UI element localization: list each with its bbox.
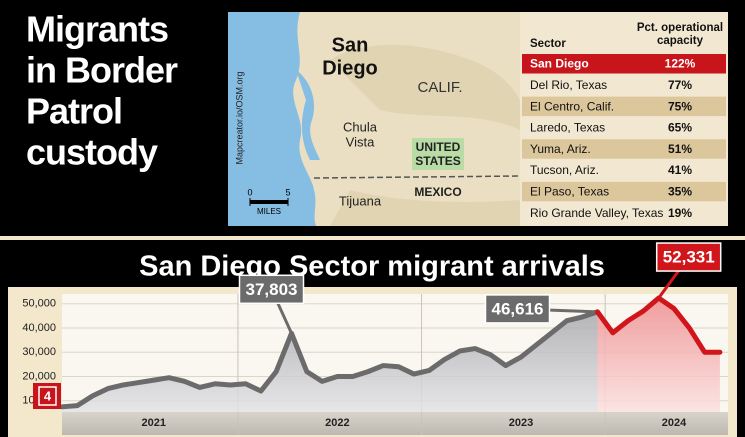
column-header: Pct. operational: [637, 22, 723, 34]
scale-bar: [250, 200, 288, 204]
title-line: Migrants: [26, 9, 168, 50]
map-label: Tijuana: [339, 193, 382, 208]
y-tick-label: 40,000: [22, 322, 56, 334]
callout-box: [484, 294, 551, 324]
table-row: [522, 181, 726, 202]
table-cell: San Diego: [530, 57, 589, 71]
scale-tick-label: 0: [247, 187, 252, 197]
map-label: UNITED: [416, 140, 461, 154]
map-terrain: [330, 190, 520, 226]
value-label: 52,331: [663, 248, 715, 267]
badge-inner: [38, 386, 57, 406]
column-header: capacity: [657, 35, 704, 47]
table-row: [522, 75, 726, 95]
table-row: [522, 117, 726, 138]
badge-label: 4: [44, 388, 52, 403]
map-bay: [296, 70, 320, 160]
table-row: [522, 139, 726, 159]
x-tick-label: 2021: [142, 417, 166, 429]
value-label: 46,616: [492, 299, 544, 318]
map-label: Diego: [322, 57, 378, 79]
border-line: [313, 175, 523, 179]
table-cell: El Centro, Calif.: [530, 99, 614, 113]
table-row: [522, 160, 726, 180]
x-tick-label: 2023: [509, 417, 533, 429]
map-terrain: [330, 45, 520, 130]
map-label: Vista: [346, 134, 375, 149]
callout-box: [238, 274, 305, 305]
table-cell: 122%: [665, 57, 696, 71]
table-cell: Yuma, Ariz.: [530, 142, 591, 156]
y-tick-label: 20,000: [22, 370, 56, 382]
map-label: MEXICO: [414, 185, 461, 199]
map-label: CALIF.: [417, 79, 462, 96]
table-cell: Rio Grande Valley, Texas: [530, 206, 663, 220]
callout-box: [655, 242, 722, 272]
scale-unit: MILES: [257, 207, 281, 216]
scale-tick-label: 5: [285, 187, 290, 197]
table-cell: 77%: [668, 78, 692, 92]
table-cell: 35%: [668, 184, 692, 198]
y-tick-label: 50,000: [22, 298, 56, 310]
table-row: [522, 96, 726, 117]
x-tick-label: 2022: [325, 417, 349, 429]
area: [597, 298, 720, 412]
table-cell: Laredo, Texas: [530, 121, 605, 135]
title-line: Patrol: [26, 91, 122, 132]
y-tick-label: 30,000: [22, 346, 56, 358]
axis-strip: [62, 412, 728, 435]
map-ocean: [228, 12, 316, 226]
table-row: [522, 203, 726, 223]
title-line: custody: [26, 132, 158, 173]
map-credit: Mapcreator.io/OSM.org: [234, 71, 244, 164]
column-header: Sector: [530, 38, 566, 50]
line: [59, 309, 600, 410]
line: [595, 295, 723, 355]
table-cell: 75%: [668, 99, 692, 113]
table-cell: 41%: [668, 163, 692, 177]
map-label: STATES: [415, 154, 461, 168]
chart-title: San Diego Sector migrant arrivals: [139, 251, 605, 283]
divider: [0, 236, 745, 240]
table-cell: Del Rio, Texas: [530, 78, 607, 92]
table-cell: 19%: [668, 206, 692, 220]
table-cell: Tucson, Ariz.: [530, 163, 599, 177]
map-label-bg: [412, 138, 464, 170]
table-cell: El Paso, Texas: [530, 184, 609, 198]
table-row: [522, 54, 726, 74]
title-line: in Border: [26, 50, 178, 91]
table-cell: 51%: [668, 142, 692, 156]
value-label: 37,803: [246, 280, 298, 299]
x-tick-label: 2024: [662, 417, 687, 429]
table-cell: 65%: [668, 121, 692, 135]
map-label: Chula: [343, 119, 378, 134]
map-label: San: [332, 34, 369, 56]
